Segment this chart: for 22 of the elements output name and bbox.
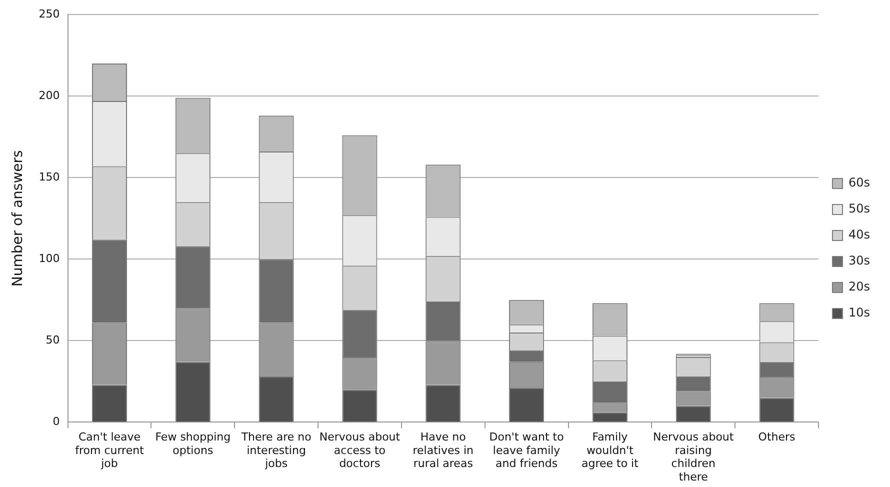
x-tick-label: Don't want to leave family and friends xyxy=(489,430,564,470)
x-tick-label: Can't leave from current job xyxy=(75,430,145,470)
y-tick-label: 150 xyxy=(38,170,60,184)
x-tick-label: Nervous about raising children there xyxy=(653,430,734,484)
x-tick-label: Family wouldn't agree to it xyxy=(581,430,640,470)
x-tick-label: There are no interesting jobs xyxy=(240,430,312,470)
y-tick-label: 0 xyxy=(52,415,60,428)
y-tick-label: 250 xyxy=(38,7,60,20)
legend-label: 30s xyxy=(848,254,870,268)
y-axis-title: Number of answers xyxy=(10,150,26,287)
y-tick-label: 200 xyxy=(38,88,60,102)
y-tick-label: 100 xyxy=(38,252,60,266)
y-tick-label: 50 xyxy=(46,334,60,347)
legend-label: 50s xyxy=(848,202,870,216)
x-tick-label: Have no relatives in rural areas xyxy=(412,430,474,470)
x-tick-label: Others xyxy=(758,430,796,444)
legend-label: 40s xyxy=(848,228,870,242)
legend-label: 60s xyxy=(848,176,870,190)
x-tick-label: Few shopping options xyxy=(155,430,231,457)
legend-label: 20s xyxy=(848,280,870,294)
legend-label: 10s xyxy=(848,306,870,320)
x-tick-label: Nervous about access to doctors xyxy=(319,430,401,470)
